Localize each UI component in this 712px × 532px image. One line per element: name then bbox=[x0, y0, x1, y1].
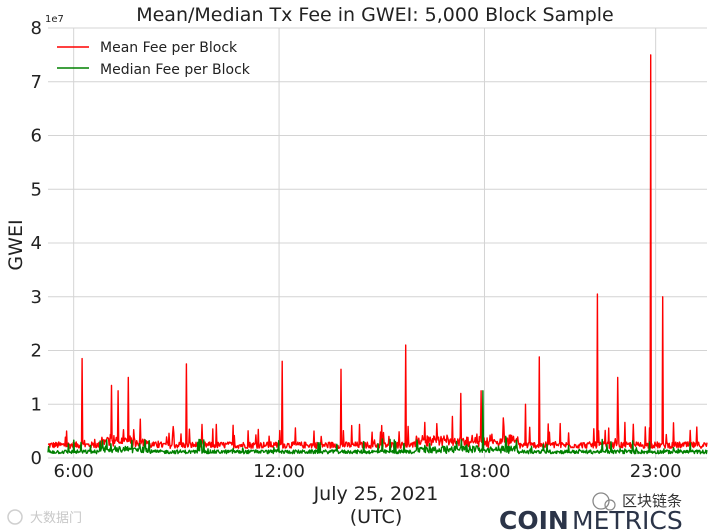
x-axis-label-date: July 25, 2021 bbox=[313, 483, 439, 505]
y-tick-label: 0 bbox=[31, 448, 42, 469]
y-tick-label: 5 bbox=[31, 179, 42, 200]
y-tick-label: 6 bbox=[31, 126, 42, 147]
y-tick-label: 3 bbox=[31, 287, 42, 308]
watermark-bottom-left: 大数据门 bbox=[7, 509, 82, 526]
y-tick-label: 1 bbox=[31, 394, 42, 415]
series-lines bbox=[47, 54, 708, 455]
x-tick-label: 23:00 bbox=[630, 461, 682, 482]
y-multiplier-label: 1e7 bbox=[45, 14, 64, 25]
legend-label-median: Median Fee per Block bbox=[100, 62, 251, 78]
watermark-left-text: 大数据门 bbox=[30, 511, 82, 526]
x-tick-label: 12:00 bbox=[253, 461, 305, 482]
y-tick-label: 8 bbox=[31, 18, 42, 39]
legend-label-mean: Mean Fee per Block bbox=[100, 40, 238, 56]
wechat-icon-inner bbox=[604, 499, 616, 511]
x-tick-label: 18:00 bbox=[459, 461, 511, 482]
watermark-bottom-right: 区块链条 bbox=[592, 492, 682, 511]
series-line-median-fee bbox=[47, 390, 708, 455]
y-tick-label: 7 bbox=[31, 72, 42, 93]
x-axis-label-utc: (UTC) bbox=[350, 506, 403, 528]
y-axis-ticks: 0 1 2 3 4 5 6 7 8 bbox=[31, 18, 42, 469]
watermark-right-text: 区块链条 bbox=[622, 492, 682, 510]
coinmetrics-logo: COIN METRICS bbox=[499, 506, 683, 532]
y-tick-label: 4 bbox=[31, 233, 42, 254]
x-axis-ticks: 6:00 12:00 18:00 23:00 bbox=[53, 461, 681, 482]
brand-metrics: METRICS bbox=[572, 506, 683, 532]
x-tick-label: 6:00 bbox=[53, 461, 93, 482]
chart-title: Mean/Median Tx Fee in GWEI: 5,000 Block … bbox=[136, 4, 614, 26]
gridlines bbox=[48, 27, 707, 459]
brand-coin: COIN bbox=[499, 506, 569, 532]
legend: Mean Fee per Block Median Fee per Block bbox=[57, 40, 251, 78]
wechat-icon bbox=[592, 492, 610, 510]
y-axis-label: GWEI bbox=[5, 219, 27, 270]
watermark-logo-icon bbox=[7, 509, 23, 525]
y-tick-label: 2 bbox=[31, 341, 42, 362]
